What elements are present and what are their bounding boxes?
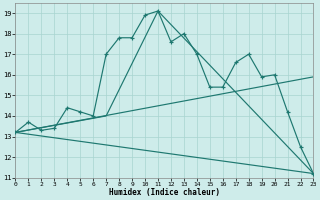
X-axis label: Humidex (Indice chaleur): Humidex (Indice chaleur) [109,188,220,197]
